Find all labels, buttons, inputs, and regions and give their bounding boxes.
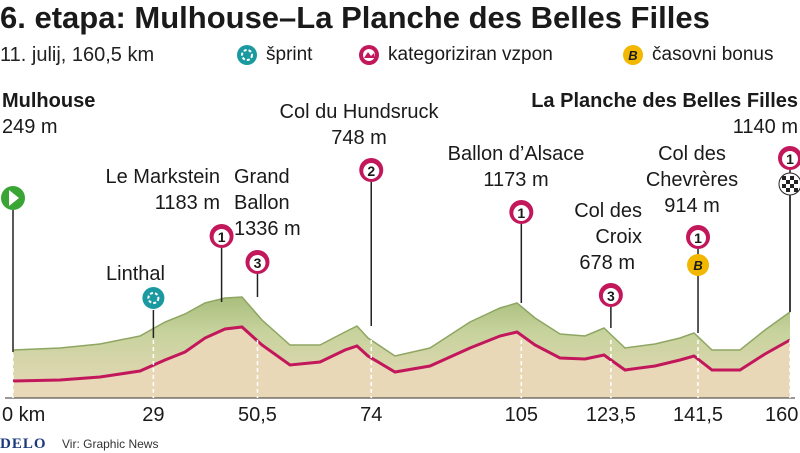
start-arrow [9,190,19,206]
point-hundsruck-name: Col du Hundsruck [279,101,439,123]
x-tick-label: 123,5 [586,404,636,426]
x-tick-label: 160,5 [765,404,800,426]
point-7-climb-inner [782,151,798,167]
x-tick-label: 29 [142,404,164,426]
point-1-climb-inner [213,229,230,245]
point-2-climb-inner [249,255,266,271]
x-tick-label: 50,5 [238,404,277,426]
finish-name: La Planche des Belles Filles [531,90,798,112]
bonus-icon: B [623,45,643,65]
point-grand-ballon-alt: 1336 m [234,218,301,240]
x-tick-label: 74 [360,404,382,426]
brand-logo: DELO [0,436,47,452]
point-7-category: 1 [786,151,794,167]
finish-checker [782,184,786,188]
finish-checker [782,176,786,180]
point-4-category: 1 [517,205,525,221]
point-6-climb-inner [690,230,707,246]
point-0-sprint-inner [147,292,160,304]
finish-checker [794,188,798,192]
point-6-bonus-icon [687,254,710,276]
legend-climb: kategoriziran vzpon [358,44,553,66]
legend-climb-label: kategoriziran vzpon [388,44,553,65]
legend-sprint-label: šprint [266,44,313,65]
point-2-category: 3 [254,255,262,271]
point-3-category: 2 [367,163,375,179]
point-le-markstein-alt: 1183 m [154,192,220,214]
x-tick-label: 105 [505,404,538,426]
finish-altitude: 1140 m [732,116,798,138]
point-ballon-alsace-name: Ballon d’Alsace [447,143,585,165]
page-title: 6. etapa: Mulhouse–La Planche des Belles… [0,0,710,35]
point-col-des-croix-name: Col des Croix [574,200,642,248]
terrain-base [13,327,790,398]
finish-checker [786,188,790,192]
point-le-markstein-name: Le Markstein [105,166,221,188]
point-4-climb-inner [513,205,530,221]
stage-date-distance: 11. julij, 160,5 km [0,44,155,66]
finish-checker [790,184,794,188]
point-6-category: 1 [694,230,702,246]
point-6-bonus-letter: B [693,258,702,273]
source-note: Vir: Graphic News [62,437,159,451]
point-3-climb-inner [363,163,380,179]
point-col-des-croix-alt: 678 m [579,252,635,274]
terrain-ridge [12,296,791,357]
legend-bonus-label: časovni bonus [652,44,774,65]
point-hundsruck-alt: 748 m [331,127,387,149]
x-tick-label: 141,5 [673,404,723,426]
svg-text:B: B [628,48,637,63]
x-tick-label: 0 km [2,404,45,426]
point-5-category: 3 [607,288,615,304]
point-linthal-name: Linthal [106,263,165,285]
climb-icon [359,45,379,65]
legend-bonus: B časovni bonus [622,44,773,66]
finish-checker [790,176,794,180]
start-altitude: 249 m [2,116,58,138]
route-line [12,325,791,383]
point-5-climb-inner [602,288,619,304]
finish-checker [786,180,790,184]
point-0-sprint-icon [142,287,165,309]
finish-checker [794,180,798,184]
point-grand-ballon-name: Grand Ballon [234,166,290,214]
sprint-icon [237,45,257,65]
point-chevreres-name: Col des Chevrères [645,143,739,191]
point-1-category: 1 [218,229,226,245]
start-name: Mulhouse [2,90,96,112]
legend-sprint: šprint [236,44,312,66]
point-chevreres-alt: 914 m [664,195,720,217]
point-ballon-alsace-alt: 1173 m [483,169,549,191]
